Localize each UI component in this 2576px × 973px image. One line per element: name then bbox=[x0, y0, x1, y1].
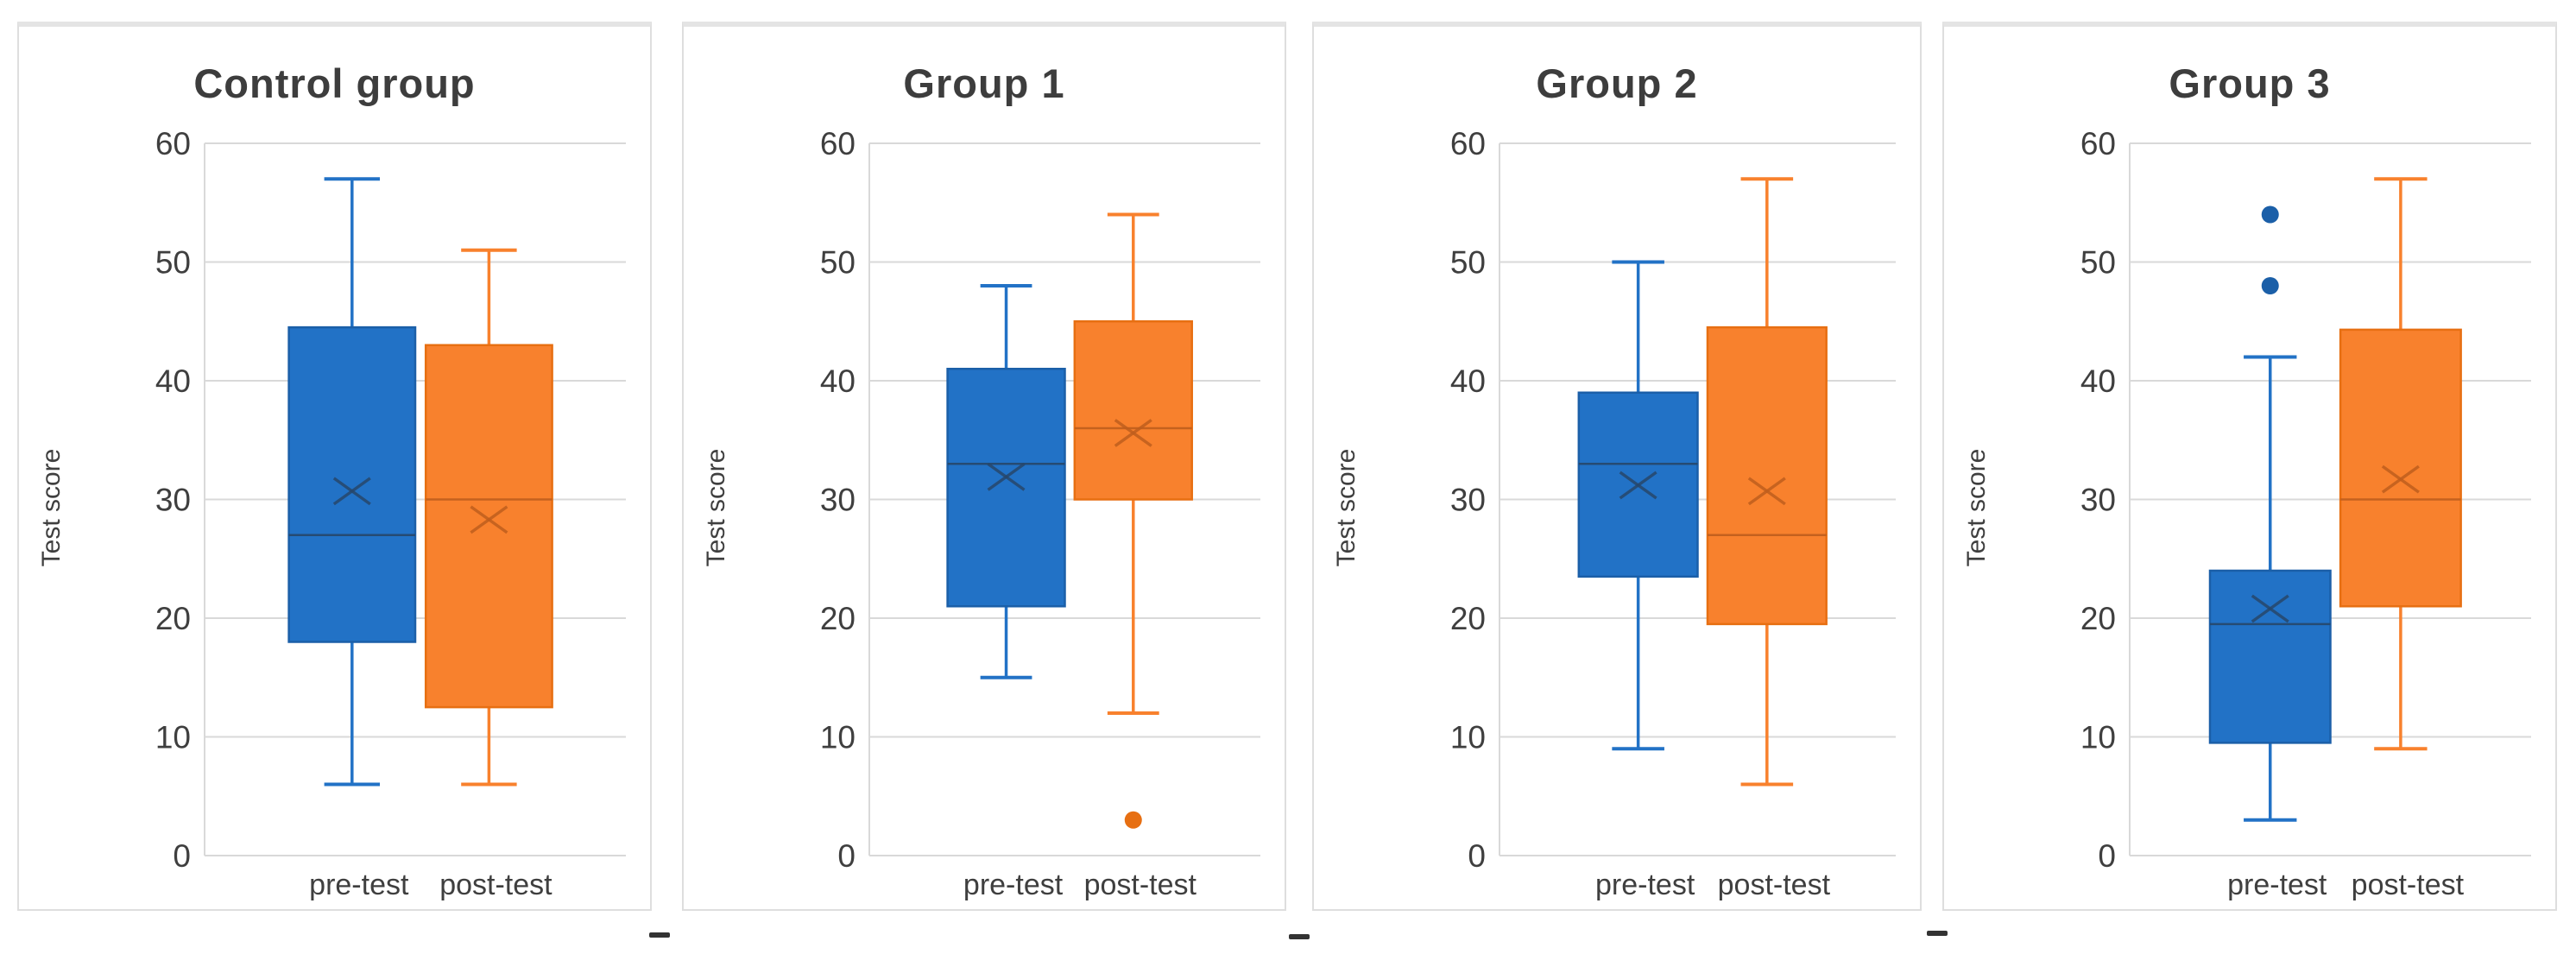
series-pre-test bbox=[287, 177, 417, 787]
x-category-label: pre-test bbox=[1595, 869, 1695, 901]
y-tick-label: 40 bbox=[155, 363, 191, 399]
x-category-label: post-test bbox=[439, 869, 552, 901]
boxplot-canvas: 0 10 20 30 40 50 60 pre-test post-test bbox=[2080, 126, 2531, 901]
y-tick-label: 0 bbox=[1468, 838, 1486, 874]
boxplot-canvas: 0 10 20 30 40 50 60 pre-test post-test bbox=[820, 126, 1260, 901]
series-pre-test bbox=[946, 284, 1066, 679]
iqr-box bbox=[946, 368, 1066, 608]
series-pre-test bbox=[2208, 205, 2332, 822]
series-post-test bbox=[1073, 212, 1193, 829]
chart-title: Control group bbox=[193, 60, 476, 106]
y-tick-label: 10 bbox=[155, 720, 191, 755]
y-tick-label: 0 bbox=[173, 838, 191, 874]
outlier-dot bbox=[2261, 205, 2279, 224]
y-tick-label: 50 bbox=[820, 245, 856, 281]
y-tick-label: 60 bbox=[155, 126, 191, 161]
series-post-test bbox=[2339, 177, 2462, 751]
dash-mark bbox=[649, 932, 670, 938]
boxplot-canvas: 0 10 20 30 40 50 60 pre-test post-test bbox=[155, 126, 626, 901]
dash-mark bbox=[1927, 931, 1948, 936]
y-tick-label: 50 bbox=[1450, 245, 1486, 281]
iqr-box bbox=[1706, 325, 1828, 626]
mean-marker bbox=[2381, 464, 2420, 494]
mean-marker bbox=[2251, 594, 2289, 623]
y-tick-label: 30 bbox=[820, 483, 856, 518]
iqr-box bbox=[424, 344, 553, 709]
y-tick-label: 40 bbox=[1450, 363, 1486, 399]
y-tick-label: 40 bbox=[2080, 363, 2116, 399]
iqr-box bbox=[2208, 569, 2332, 744]
y-tick-label: 60 bbox=[1450, 126, 1486, 161]
chart-panel-group-3: Group 3 Test score 0 10 20 30 40 50 60 pre-test… bbox=[1942, 22, 2557, 911]
y-tick-label: 20 bbox=[2080, 601, 2116, 636]
x-category-label: pre-test bbox=[963, 869, 1064, 901]
y-tick-label: 60 bbox=[2080, 126, 2116, 161]
chart-title: Group 1 bbox=[903, 60, 1065, 106]
boxplot-canvas: 0 10 20 30 40 50 60 pre-test post-test bbox=[1450, 126, 1896, 901]
x-category-label: post-test bbox=[2352, 869, 2465, 901]
chart-panel-group-1: Group 1 Test score 0 10 20 30 40 50 60 pre-test… bbox=[682, 22, 1286, 911]
mean-marker bbox=[1747, 477, 1786, 506]
chart-panel-control-group: Control group Test score 0 10 20 30 40 50 60 pr… bbox=[17, 22, 652, 911]
x-category-label: post-test bbox=[1084, 869, 1197, 901]
iqr-box bbox=[1073, 320, 1193, 501]
y-tick-label: 0 bbox=[837, 838, 856, 874]
y-tick-label: 60 bbox=[820, 126, 856, 161]
x-category-label: pre-test bbox=[2227, 869, 2327, 901]
y-tick-label: 20 bbox=[820, 601, 856, 636]
y-tick-label: 30 bbox=[2080, 483, 2116, 518]
y-tick-label: 20 bbox=[1450, 601, 1486, 636]
outlier-dot bbox=[2261, 277, 2279, 294]
y-tick-label: 50 bbox=[155, 245, 191, 281]
mean-marker bbox=[1114, 419, 1152, 447]
y-tick-label: 50 bbox=[2080, 245, 2116, 281]
mean-marker bbox=[470, 505, 508, 534]
y-tick-label: 10 bbox=[820, 720, 856, 755]
iqr-box bbox=[287, 325, 417, 643]
iqr-box bbox=[2339, 328, 2462, 608]
y-tick-label: 40 bbox=[820, 363, 856, 399]
mean-marker bbox=[332, 477, 371, 506]
mean-marker bbox=[987, 462, 1026, 491]
chart-title: Group 3 bbox=[2169, 60, 2331, 106]
y-tick-label: 10 bbox=[2080, 720, 2116, 755]
y-tick-label: 20 bbox=[155, 601, 191, 636]
y-tick-label: 0 bbox=[2098, 838, 2116, 874]
series-post-test bbox=[424, 248, 553, 787]
chart-panel-group-2: Group 2 Test score 0 10 20 30 40 50 60 pre-test… bbox=[1312, 22, 1922, 911]
mean-marker bbox=[1619, 471, 1657, 500]
y-tick-label: 30 bbox=[155, 483, 191, 518]
dash-mark bbox=[1289, 934, 1310, 939]
outlier-dot bbox=[1124, 811, 1142, 829]
x-category-label: pre-test bbox=[309, 869, 409, 901]
chart-title: Group 2 bbox=[1536, 60, 1698, 106]
series-post-test bbox=[1706, 177, 1828, 787]
series-pre-test bbox=[1577, 260, 1699, 751]
y-tick-label: 30 bbox=[1450, 483, 1486, 518]
x-category-label: post-test bbox=[1718, 869, 1831, 901]
y-tick-label: 10 bbox=[1450, 720, 1486, 755]
